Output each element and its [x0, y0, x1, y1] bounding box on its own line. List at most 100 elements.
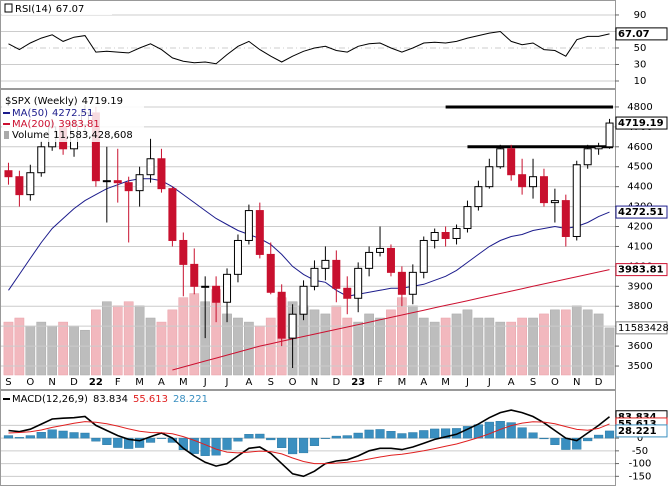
histogram-bar	[91, 437, 101, 442]
legend-value: 67.07	[56, 4, 85, 15]
x-tick-label: 23	[351, 377, 365, 388]
histogram-bar	[266, 437, 276, 441]
legend-value: 28.221	[173, 394, 208, 405]
candle-body	[605, 122, 614, 148]
histogram-bar	[3, 435, 14, 439]
y-tick-label: 50	[634, 43, 647, 54]
price-tag	[615, 116, 668, 130]
histogram-bar	[550, 437, 560, 445]
candle-body	[550, 200, 559, 204]
x-tick-label: J	[225, 377, 229, 388]
candle-body	[310, 267, 319, 287]
legend-name: Volume	[12, 130, 49, 141]
histogram-bar	[113, 437, 123, 448]
candle-body	[419, 239, 428, 273]
x-tick-label: A	[508, 377, 515, 388]
y-tick-label: 3600	[627, 341, 652, 352]
volume-bar	[397, 297, 407, 376]
y-tick-label: -50	[632, 446, 648, 457]
candle-body	[277, 291, 286, 339]
ma50-tag-label: 4272.51	[618, 207, 664, 218]
volume-bar	[571, 305, 582, 376]
y-tick-label: 10	[634, 76, 647, 87]
candle-body	[146, 158, 155, 176]
volume-bar	[364, 313, 374, 376]
candle-body	[157, 158, 166, 190]
y-tick-label: 4500	[627, 162, 652, 173]
volume-bar	[244, 321, 254, 376]
x-tick-label: M	[179, 377, 188, 388]
volume-bar	[407, 305, 418, 376]
legend-name: MACD(12,26,9)	[12, 394, 88, 405]
candle-body	[485, 166, 494, 188]
x-tick-label: N	[573, 377, 580, 388]
histogram-bar	[58, 430, 68, 439]
candle-body	[463, 206, 472, 230]
candle-body	[561, 200, 570, 237]
legend-swatch	[4, 131, 9, 139]
histogram-bar	[342, 435, 352, 439]
y-tick-label: 3500	[627, 361, 652, 372]
y-tick-label: 4600	[627, 142, 652, 153]
x-tick-label: A	[245, 377, 252, 388]
volume-bar	[593, 313, 604, 376]
x-tick-label: D	[332, 377, 340, 388]
y-tick-label: 3800	[627, 301, 652, 312]
histogram-bar	[430, 428, 440, 439]
candle-body	[223, 273, 232, 303]
volume-bar	[112, 305, 123, 376]
histogram-bar	[233, 437, 243, 442]
candle-body	[343, 287, 352, 299]
series-line	[8, 421, 610, 465]
volume-bar	[69, 325, 79, 376]
candle-body	[15, 176, 24, 196]
candle-body	[474, 186, 483, 208]
x-tick-label: 22	[89, 377, 103, 388]
x-tick-label: N	[311, 377, 318, 388]
histogram-bar	[517, 427, 527, 439]
rsi-tag-label: 67.07	[618, 29, 650, 40]
histogram-bar	[451, 428, 462, 439]
histogram-bar	[419, 430, 429, 439]
legend-value: 83.834	[93, 394, 128, 405]
histogram-bar	[244, 434, 254, 439]
histogram-bar	[222, 437, 232, 450]
legend-entry: Volume 11,583,428,608	[12, 130, 133, 141]
macd2-tag	[615, 424, 668, 438]
histogram-bar	[135, 437, 145, 448]
candle-body	[452, 228, 461, 239]
x-tick-label: J	[487, 377, 491, 388]
legend-icon	[4, 3, 13, 13]
candle-body	[124, 182, 133, 192]
x-tick-label: S	[530, 377, 536, 388]
histogram-bar	[69, 432, 79, 439]
volume-bar	[506, 321, 517, 376]
volume-bar	[25, 325, 36, 376]
volume-bar	[80, 329, 90, 376]
histogram-bar	[309, 437, 320, 446]
candle-body	[365, 251, 374, 269]
legend-value: 4272.51	[52, 108, 93, 119]
x-tick-label: O	[551, 377, 559, 388]
histogram-bar	[124, 437, 134, 449]
histogram-bar	[528, 432, 538, 439]
histogram-bar	[298, 437, 309, 454]
histogram-bar	[561, 437, 571, 450]
candle-body	[441, 232, 450, 239]
legend-entry: MA(200) 3983.81	[12, 119, 100, 130]
x-tick-label: N	[48, 377, 55, 388]
legend-box	[2, 2, 112, 15]
histogram-bar	[36, 432, 46, 439]
legend-value: 3983.81	[58, 119, 99, 130]
histogram-bar	[277, 437, 287, 448]
volume-bar	[560, 309, 571, 376]
y-tick-label: 4100	[627, 241, 652, 252]
x-tick-label: M	[135, 377, 144, 388]
ma200-tag	[615, 263, 668, 277]
histogram-bar	[211, 437, 221, 456]
volume-bar	[134, 305, 145, 376]
histogram-bar	[386, 431, 396, 439]
legend-value: 55.613	[133, 394, 168, 405]
title-value: 4719.19	[82, 96, 123, 107]
volume-bar	[386, 309, 396, 376]
